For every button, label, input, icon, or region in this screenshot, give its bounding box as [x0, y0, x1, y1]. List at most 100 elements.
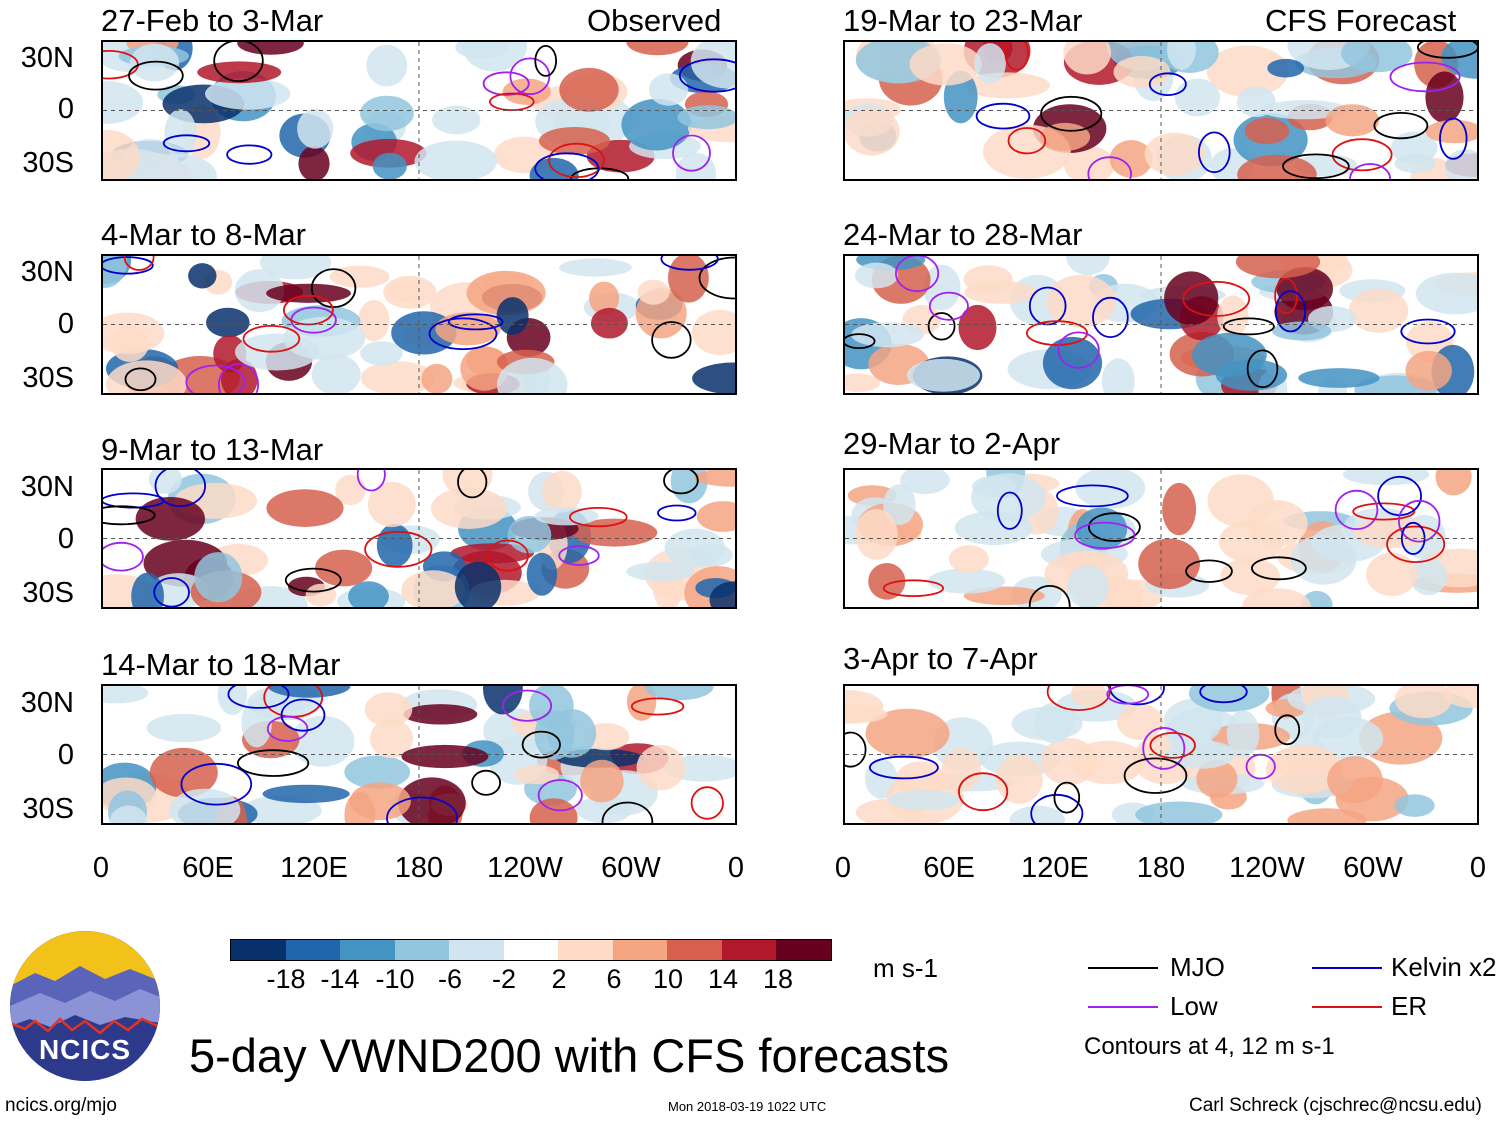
ncics-logo: NCICS	[10, 931, 160, 1081]
legend-label-er: ER	[1391, 991, 1428, 1021]
wind-anomaly-blob	[344, 755, 411, 789]
wind-anomaly-blob	[461, 42, 527, 72]
wind-anomaly-blob	[1444, 149, 1477, 179]
map-panel-7	[843, 468, 1479, 609]
wind-anomaly-blob	[146, 713, 222, 743]
contour-line	[996, 491, 1023, 530]
contour-line	[1398, 499, 1441, 543]
wind-anomaly-blob	[1164, 271, 1219, 325]
wind-anomaly-blob	[845, 704, 888, 724]
wind-anomaly-blob	[237, 42, 304, 55]
wind-anomaly-blob	[590, 307, 628, 339]
contour-line	[568, 506, 628, 528]
wind-anomaly-blob	[421, 363, 453, 393]
wind-anomaly-blob	[1011, 706, 1083, 741]
wind-anomaly-blob	[106, 360, 187, 393]
footer-url[interactable]: ncics.org/mjo	[5, 1095, 117, 1116]
contour-line	[1028, 585, 1071, 607]
contour-line	[1274, 290, 1307, 333]
wind-anomaly-blob	[360, 341, 403, 366]
wind-anomaly-blob	[1267, 58, 1305, 78]
colorbar-swatch	[231, 940, 286, 960]
wind-anomaly-blob	[305, 583, 337, 607]
wind-anomaly-blob	[502, 78, 551, 105]
wind-anomaly-blob	[626, 686, 657, 721]
wind-anomaly-blob	[496, 297, 529, 335]
lon-label: 180	[1136, 852, 1186, 884]
wind-anomaly-blob	[432, 105, 481, 135]
contour-line	[242, 325, 301, 353]
lon-label: 120E	[1021, 852, 1089, 884]
contour-line	[1004, 42, 1030, 71]
wind-anomaly-blob	[360, 361, 435, 393]
contour-line	[1185, 559, 1233, 583]
contour-line	[103, 505, 156, 526]
wind-anomaly-blob	[401, 744, 489, 769]
contour-line	[927, 312, 956, 341]
wind-anomaly-blob	[135, 497, 205, 541]
contour-line	[1148, 72, 1187, 97]
wind-anomaly-blob	[1040, 122, 1091, 151]
wind-anomaly-blob	[1063, 146, 1115, 179]
colorbar-label: 6	[606, 964, 622, 994]
contour-line	[1087, 156, 1132, 179]
contour-line	[1373, 112, 1429, 140]
wind-anomaly-blob	[1217, 295, 1249, 337]
wind-anomaly-blob	[496, 357, 568, 393]
contour-line	[1246, 349, 1279, 389]
wind-anomaly-blob	[360, 95, 414, 132]
contour-line	[548, 142, 605, 178]
contour-line	[1386, 525, 1446, 564]
wind-anomaly-blob	[637, 279, 670, 305]
wind-anomaly-blob	[1113, 56, 1171, 88]
contour-line	[698, 256, 735, 300]
wind-anomaly-blob	[1425, 71, 1464, 123]
colorbar-swatch	[340, 940, 395, 960]
wind-anomaly-blob	[266, 489, 344, 527]
contour-line	[1282, 153, 1350, 179]
contour-line	[1439, 117, 1468, 160]
contour-line	[486, 539, 529, 572]
lat-label: 30S	[22, 147, 74, 179]
contour-line	[928, 291, 969, 321]
wind-anomaly-blob	[690, 42, 735, 89]
contour-line	[180, 762, 253, 806]
contour-line	[537, 779, 583, 812]
wind-anomaly-blob	[148, 470, 182, 494]
wind-anomaly-blob	[1327, 756, 1383, 804]
wind-anomaly-blob	[1237, 154, 1317, 179]
wind-anomaly-blob	[1276, 267, 1333, 311]
colorbar-swatch	[612, 940, 668, 960]
contour-line	[1074, 521, 1136, 550]
contour-line	[1274, 277, 1299, 315]
contour-line	[154, 470, 206, 508]
map-panel-6	[843, 254, 1479, 395]
contour-line	[266, 715, 309, 742]
contour-line	[103, 256, 154, 275]
wind-anomaly-blob	[1242, 588, 1311, 607]
legend-line-mjo	[1088, 967, 1158, 969]
colorbar-label: 2	[551, 964, 567, 994]
contour-line	[280, 698, 326, 732]
logo-text: NCICS	[38, 1034, 132, 1065]
contour-line	[663, 470, 699, 495]
colorbar-label: -14	[320, 964, 360, 994]
contour-line	[1092, 296, 1129, 339]
wind-anomaly-blob	[1075, 470, 1146, 509]
footer-author: Carl Schreck (cjschrec@ncsu.edu)	[1189, 1095, 1482, 1116]
lat-label: 0	[57, 308, 74, 340]
wind-anomaly-blob	[290, 715, 355, 767]
lat-label: 30S	[22, 362, 74, 394]
wind-anomaly-blob	[454, 561, 502, 607]
wind-anomaly-blob	[621, 98, 692, 151]
colorbar-swatch	[285, 940, 341, 960]
lat-label: 30N	[20, 42, 74, 74]
wind-anomaly-blob	[1443, 686, 1477, 708]
contour-line	[124, 367, 157, 392]
colorbar-swatch	[776, 940, 832, 960]
wind-anomaly-blob	[855, 509, 898, 560]
contour-line	[227, 686, 290, 709]
contour-line	[534, 152, 600, 179]
contour-line	[1040, 95, 1103, 132]
wind-anomaly-blob	[1298, 368, 1380, 388]
